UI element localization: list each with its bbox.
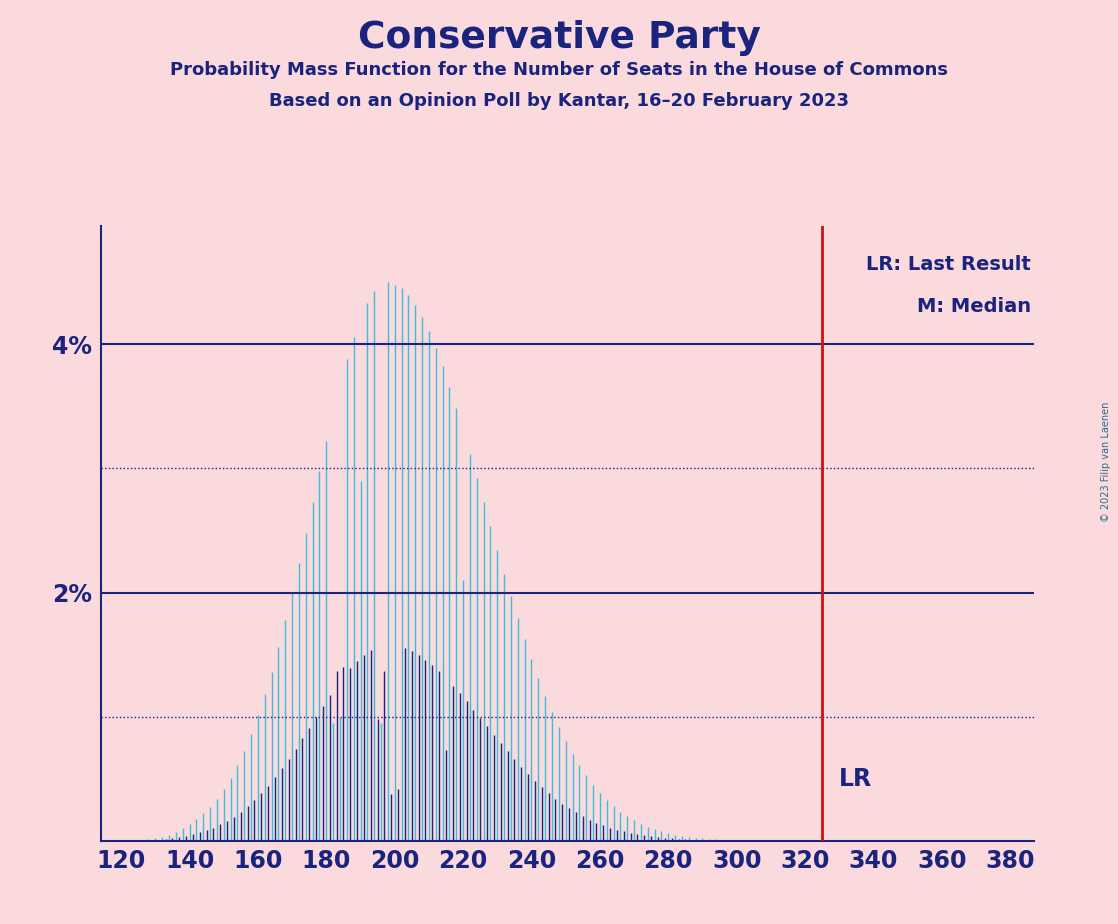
Text: Based on an Opinion Poll by Kantar, 16–20 February 2023: Based on an Opinion Poll by Kantar, 16–2… bbox=[269, 92, 849, 110]
Text: © 2023 Filip van Laenen: © 2023 Filip van Laenen bbox=[1101, 402, 1111, 522]
Text: M: Median: M: Median bbox=[917, 298, 1031, 316]
Text: Conservative Party: Conservative Party bbox=[358, 20, 760, 56]
Text: Probability Mass Function for the Number of Seats in the House of Commons: Probability Mass Function for the Number… bbox=[170, 61, 948, 79]
Text: LR: LR bbox=[840, 767, 872, 791]
Text: LR: Last Result: LR: Last Result bbox=[866, 255, 1031, 274]
